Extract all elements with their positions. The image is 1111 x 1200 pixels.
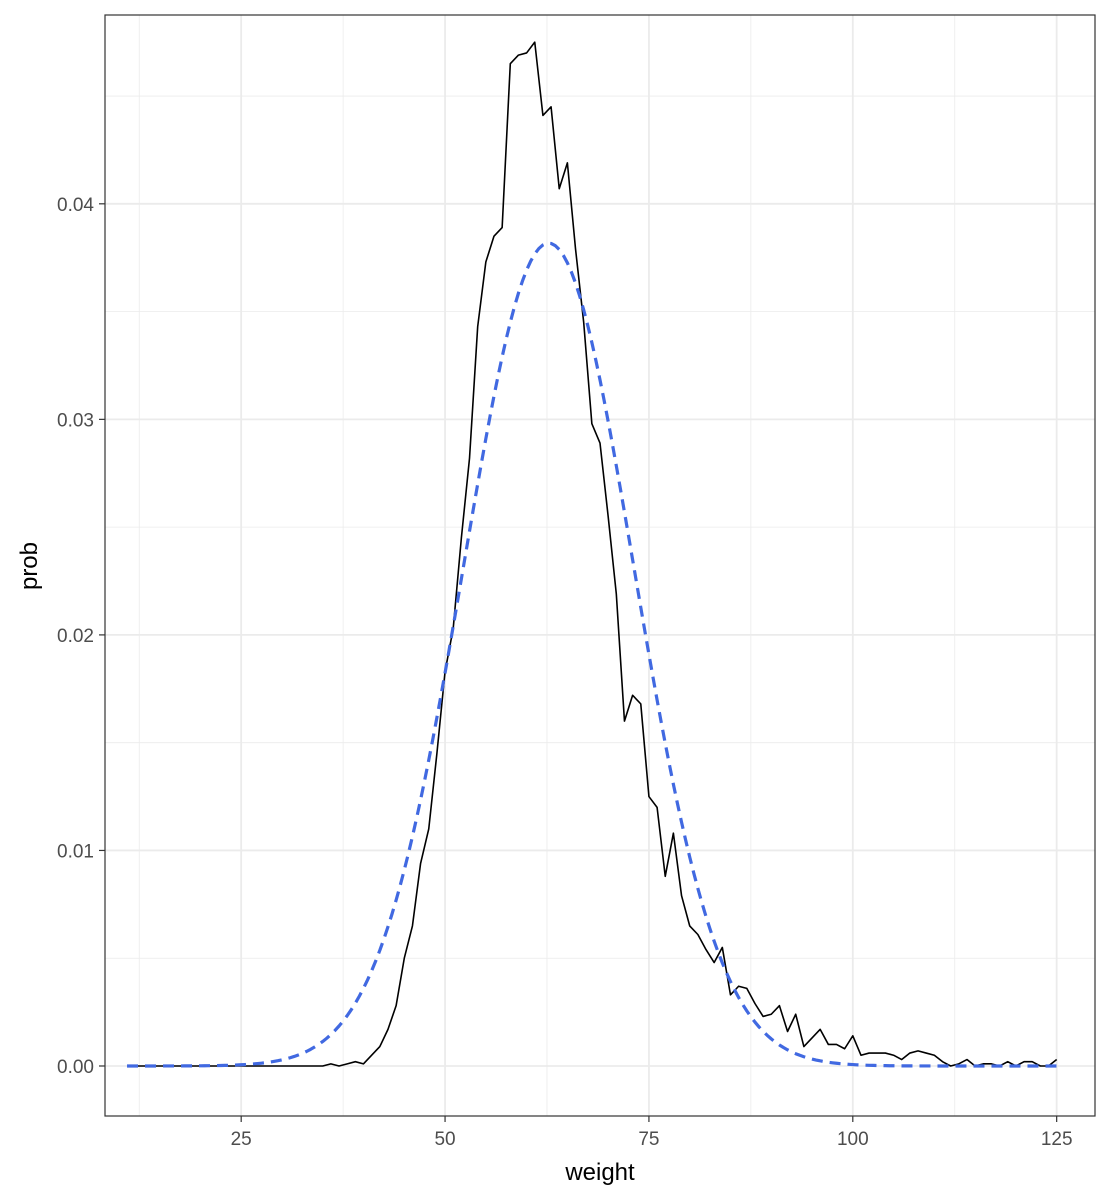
y-tick-label: 0.01: [57, 841, 94, 862]
x-tick-label: 25: [231, 1129, 252, 1150]
y-tick-label: 0.02: [57, 626, 94, 647]
minor-gridlines: [105, 15, 1095, 1116]
empirical-distribution-line: [135, 41, 1058, 1067]
normal-fit-dashed-line: [127, 241, 1057, 1068]
panel-border: [104, 14, 1096, 1117]
x-tick-label: 75: [638, 1129, 659, 1150]
x-tick-label: 125: [1041, 1129, 1073, 1150]
y-tick-label: 0.00: [57, 1057, 94, 1078]
x-tick-label: 50: [434, 1129, 455, 1150]
panel-background: [105, 15, 1095, 1116]
series-layer: [127, 41, 1058, 1068]
x-axis: 25 50 75 100 125: [231, 1116, 1073, 1150]
y-tick-label: 0.03: [57, 410, 94, 431]
y-axis-title: prob: [16, 542, 43, 590]
x-axis-title: weight: [564, 1159, 635, 1186]
y-axis: 0.00 0.01 0.02 0.03 0.04: [57, 195, 105, 1078]
major-gridlines: [105, 15, 1095, 1116]
y-tick-label: 0.04: [57, 195, 94, 216]
x-tick-label: 100: [837, 1129, 869, 1150]
